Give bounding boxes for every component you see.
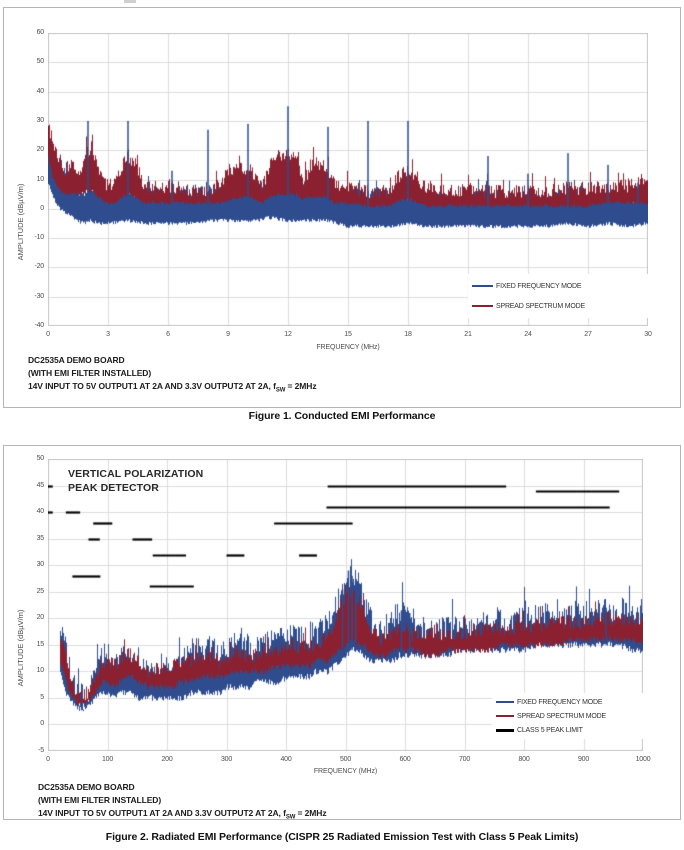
x-tick-label: 30 — [644, 331, 652, 338]
figure2-notes: DC2535A DEMO BOARD (WITH EMI FILTER INSTA… — [38, 781, 327, 825]
y-tick-label: 45 — [36, 481, 45, 489]
x-tick-label: 200 — [161, 756, 173, 763]
y-tick-label: -20 — [34, 263, 44, 271]
y-tick-label: 50 — [36, 58, 45, 66]
note-line: 14V INPUT TO 5V OUTPUT1 AT 2A AND 3.3V O… — [28, 381, 317, 394]
legend-label: SPREAD SPECTRUM MODE — [517, 712, 606, 720]
legend-line-swatch — [472, 285, 493, 287]
y-tick-label: 0 — [40, 204, 44, 212]
figure1-y-axis-title: AMPLITUDE (dBµV/m) — [16, 183, 25, 261]
note-line: DC2535A DEMO BOARD — [38, 782, 135, 792]
x-tick-label: 24 — [524, 331, 532, 338]
x-tick-label: 500 — [339, 756, 352, 763]
x-tick-label: 0 — [46, 331, 50, 338]
annotation-line: PEAK DETECTOR — [68, 482, 159, 494]
x-tick-label: 9 — [226, 331, 230, 338]
x-tick-label: 900 — [577, 756, 590, 763]
x-tick-label: 700 — [458, 756, 471, 763]
x-tick-label: 1000 — [635, 756, 651, 763]
legend-line-swatch — [496, 728, 514, 732]
y-tick-label: 10 — [36, 175, 45, 183]
x-tick-label: 18 — [404, 331, 412, 338]
figure2-x-axis-title: FREQUENCY (MHz) — [313, 768, 378, 775]
y-tick-label: 0 — [40, 720, 44, 728]
x-tick-label: 27 — [584, 331, 592, 338]
legend-row: FIXED FREQUENCY MODE — [496, 695, 654, 709]
y-tick-label: 5 — [40, 693, 44, 701]
figure2-title: Figure 2. Radiated EMI Performance (CISP… — [105, 831, 579, 843]
x-tick-label: 3 — [106, 331, 110, 338]
x-tick-label: 300 — [220, 756, 233, 763]
note-line: DC2535A DEMO BOARD — [28, 355, 125, 365]
y-tick-label: -10 — [34, 234, 44, 242]
figure1-title: Figure 1. Conducted EMI Performance — [248, 410, 436, 422]
y-tick-label: 40 — [36, 508, 45, 516]
y-tick-label: 20 — [36, 146, 45, 154]
y-tick-label: -5 — [38, 747, 44, 754]
page-edge-fragment — [124, 0, 136, 3]
note-line: (WITH EMI FILTER INSTALLED) — [38, 795, 162, 805]
y-tick-label: 30 — [36, 116, 45, 124]
x-tick-label: 15 — [344, 331, 352, 338]
legend-row: SPREAD SPECTRUM MODE — [472, 296, 652, 316]
legend-label: FIXED FREQUENCY MODE — [517, 698, 603, 706]
y-tick-label: 60 — [36, 29, 45, 36]
y-tick-label: 35 — [36, 534, 45, 542]
y-tick-label: 25 — [36, 587, 45, 595]
x-tick-label: 600 — [399, 756, 411, 763]
figure1-notes: DC2535A DEMO BOARD (WITH EMI FILTER INSTA… — [28, 354, 317, 398]
legend-row: CLASS 5 PEAK LIMIT — [496, 723, 654, 737]
x-tick-label: 6 — [166, 331, 170, 338]
y-tick-label: 15 — [36, 640, 45, 648]
y-tick-label: 10 — [36, 667, 45, 675]
x-tick-label: 0 — [46, 756, 50, 763]
x-tick-label: 21 — [464, 331, 472, 338]
y-tick-label: 50 — [36, 455, 45, 462]
legend-line-swatch — [496, 715, 514, 717]
polarization-annotation: VERTICAL POLARIZATION PEAK DETECTOR — [68, 467, 203, 495]
figure1-legend: FIXED FREQUENCY MODE SPREAD SPECTRUM MODE — [468, 274, 656, 318]
y-tick-label: 30 — [36, 561, 45, 569]
annotation-line: VERTICAL POLARIZATION — [68, 468, 204, 480]
legend-row: FIXED FREQUENCY MODE — [472, 276, 652, 296]
legend-label: SPREAD SPECTRUM MODE — [496, 302, 585, 310]
note-line: 14V INPUT TO 5V OUTPUT1 AT 2A AND 3.3V O… — [38, 808, 327, 821]
x-tick-label: 100 — [101, 756, 114, 763]
figure2-legend: FIXED FREQUENCY MODE SPREAD SPECTRUM MODE… — [492, 693, 658, 739]
y-tick-label: 20 — [36, 614, 45, 622]
x-tick-label: 400 — [280, 756, 292, 763]
legend-line-swatch — [472, 305, 493, 307]
legend-line-swatch — [496, 701, 514, 703]
x-tick-label: 800 — [518, 756, 530, 763]
figure1-x-axis-title: FREQUENCY (MHz) — [316, 344, 380, 351]
y-tick-label: -30 — [34, 292, 44, 300]
legend-row: SPREAD SPECTRUM MODE — [496, 709, 654, 723]
y-tick-label: 40 — [36, 87, 45, 95]
legend-label: FIXED FREQUENCY MODE — [496, 282, 582, 290]
x-tick-label: 12 — [284, 331, 292, 338]
note-line: (WITH EMI FILTER INSTALLED) — [28, 368, 152, 378]
y-tick-label: -40 — [34, 322, 44, 329]
legend-label: CLASS 5 PEAK LIMIT — [517, 726, 583, 734]
